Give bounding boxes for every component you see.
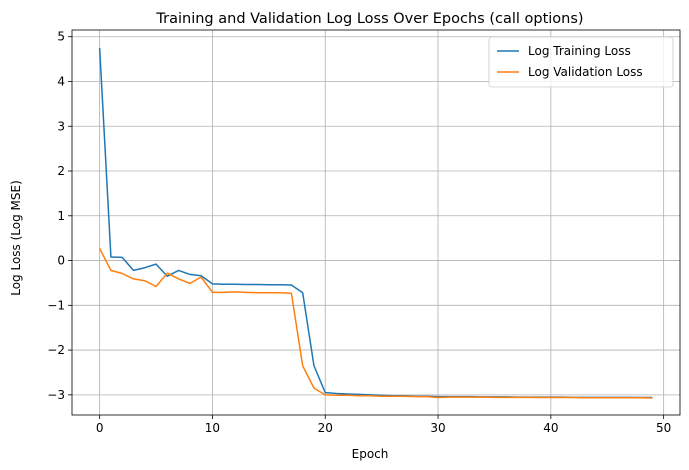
x-tick-label: 30 [430,421,445,435]
plot-area-frame [71,29,681,416]
series-line-validation [98,248,653,399]
chart-title: Training and Validation Log Loss Over Ep… [155,11,583,27]
legend: Log Training Loss Log Validation Loss [488,36,674,88]
y-tick-label: 2 [57,164,65,178]
y-axis-title: Log Loss (Log MSE) [9,180,23,296]
y-tick-label: 1 [57,209,65,223]
series-lines [98,47,653,399]
legend-label: Log Validation Loss [528,65,643,79]
y-tick-label: 4 [57,74,65,88]
legend-box [488,36,674,88]
x-tick-label: 20 [318,421,333,435]
x-axis-title: Epoch [352,447,389,461]
y-tick-label: −2 [47,343,65,357]
y-tick-label: −1 [47,298,65,312]
x-tick-label: 0 [96,421,104,435]
x-tick-label: 50 [656,421,671,435]
y-tick-label: −3 [47,388,65,402]
x-tick-label: 40 [543,421,558,435]
y-tick-label: 3 [57,119,65,133]
x-tick-label: 10 [205,421,220,435]
legend-label: Log Training Loss [528,44,631,58]
y-tick-label: 5 [57,30,65,44]
y-tick-label: 0 [57,254,65,268]
axis-ticks: 0 10 20 30 40 50 −3 −2 −1 0 1 2 3 4 5 [47,30,671,435]
grid [72,30,680,415]
